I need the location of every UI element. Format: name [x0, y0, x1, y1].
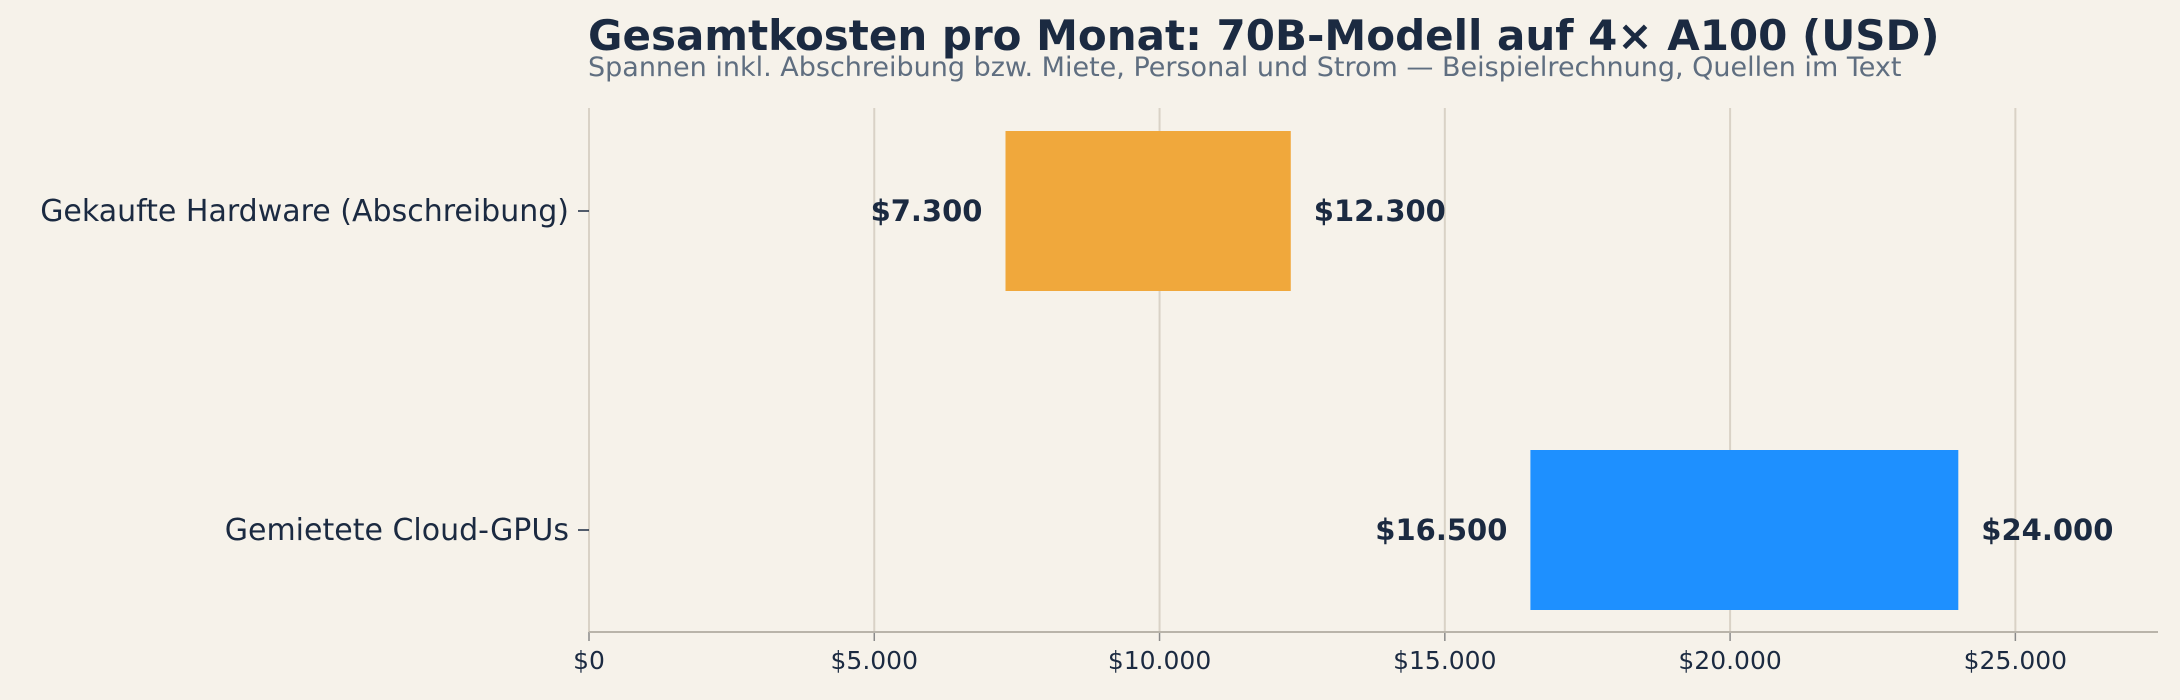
x-tick-label: $20.000 — [1678, 646, 1781, 675]
low-value-label: $7.300 — [871, 194, 983, 228]
data-labels: $7.300 $12.300 $16.500 $24.000 — [871, 194, 2114, 547]
high-value-label: $12.300 — [1314, 194, 1446, 228]
x-tick-label: $15.000 — [1393, 646, 1496, 675]
axes: $0 $5.000 $10.000 $15.000 $20.000 $25.000 Geka… — [40, 194, 2158, 675]
chart-subtitle: Spannen inkl. Abschreibung bzw. Miete, P… — [588, 52, 1901, 83]
range-bar — [1005, 131, 1291, 291]
high-value-label: $24.000 — [1981, 513, 2113, 547]
x-tick-label: $0 — [573, 646, 605, 675]
x-tick-label: $5.000 — [831, 646, 918, 675]
x-tick-label: $10.000 — [1108, 646, 1211, 675]
chart-title: Gesamtkosten pro Monat: 70B-Modell auf 4… — [588, 11, 1940, 60]
category-label: Gekaufte Hardware (Abschreibung) — [40, 194, 569, 229]
range-bar — [1530, 450, 1959, 610]
x-tick-label: $25.000 — [1964, 646, 2067, 675]
low-value-label: $16.500 — [1375, 513, 1507, 547]
category-label: Gemietete Cloud-GPUs — [225, 513, 569, 548]
bars — [1005, 131, 1959, 610]
